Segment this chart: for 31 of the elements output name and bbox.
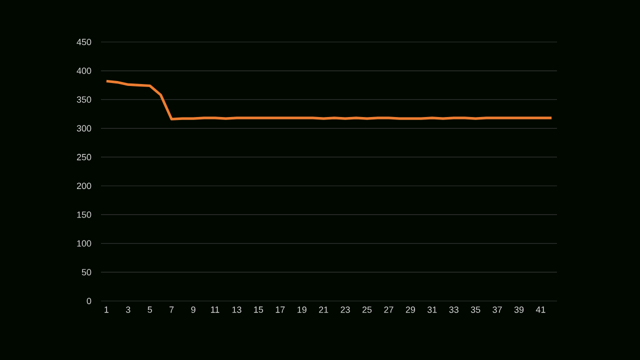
y-tick-label: 100 bbox=[77, 240, 92, 247]
x-tick-label: 15 bbox=[254, 306, 264, 313]
x-tick-label: 37 bbox=[492, 306, 502, 313]
x-tick-label: 13 bbox=[232, 306, 242, 313]
y-tick-label: 250 bbox=[76, 154, 92, 160]
y-tick-label: 50 bbox=[82, 269, 92, 276]
x-tick-label: 9 bbox=[191, 306, 196, 313]
y-tick-label: 350 bbox=[76, 96, 92, 103]
x-tick-label: 27 bbox=[384, 306, 394, 313]
y-tick-label: 300 bbox=[76, 125, 92, 132]
x-tick-label: 1 bbox=[104, 306, 108, 313]
x-tick-label: 25 bbox=[362, 306, 372, 313]
x-tick-label: 31 bbox=[428, 306, 437, 313]
x-tick-label: 35 bbox=[470, 306, 480, 313]
x-tick-label: 23 bbox=[340, 306, 350, 313]
y-tick-label: 150 bbox=[77, 211, 92, 218]
x-tick-label: 5 bbox=[148, 306, 152, 313]
y-tick-label: 400 bbox=[76, 68, 92, 74]
y-tick-label: 450 bbox=[76, 38, 92, 46]
y-tick-label: 200 bbox=[76, 182, 92, 190]
x-tick-label: 17 bbox=[276, 306, 285, 313]
x-tick-label: 39 bbox=[514, 306, 524, 313]
x-tick-label: 21 bbox=[319, 306, 328, 313]
x-tick-label: 29 bbox=[406, 306, 415, 313]
x-tick-label: 33 bbox=[449, 306, 458, 313]
x-tick-label: 41 bbox=[536, 306, 546, 313]
x-tick-label: 11 bbox=[211, 306, 220, 313]
x-tick-label: 19 bbox=[298, 306, 306, 313]
x-tick-label: 3 bbox=[126, 306, 130, 313]
y-tick-label: 0 bbox=[86, 298, 92, 304]
x-tick-label: 7 bbox=[170, 306, 174, 313]
